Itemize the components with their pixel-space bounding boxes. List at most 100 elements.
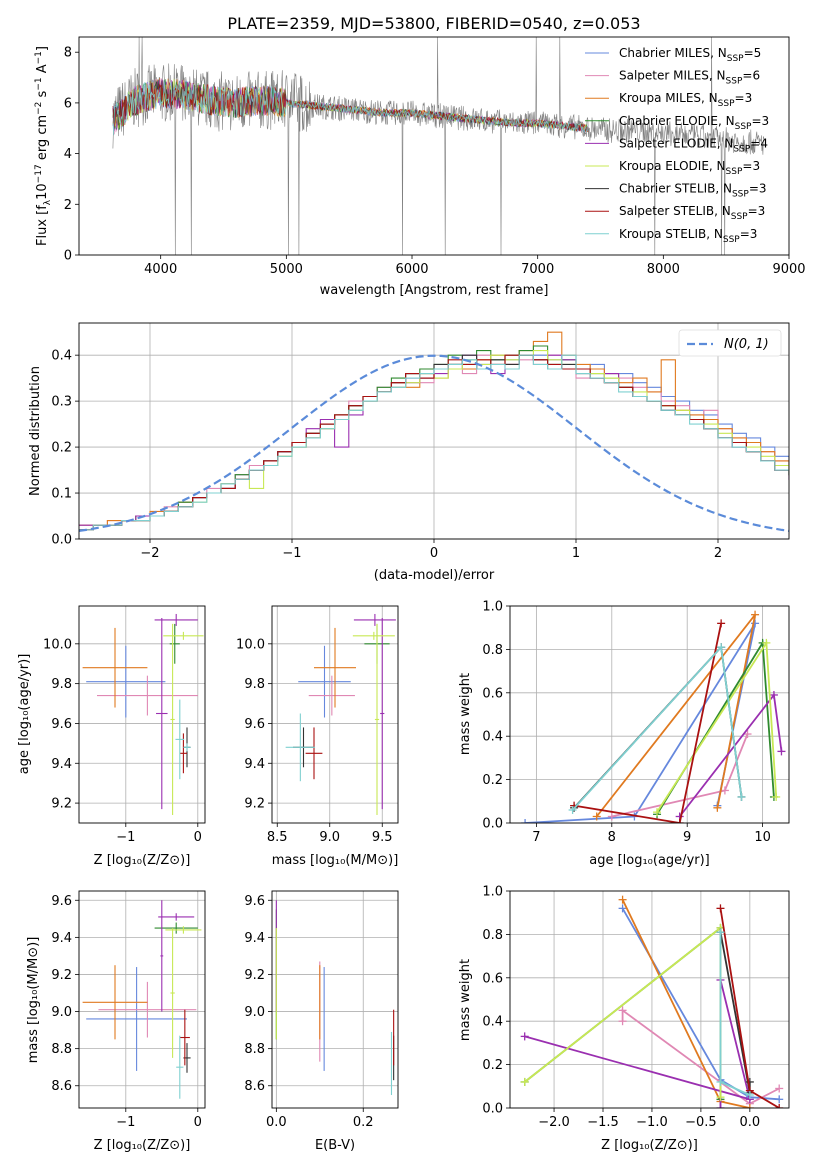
y-tick-label: 9.8 [51, 677, 72, 692]
y-axis-label: mass weight [458, 959, 473, 1041]
y-tick-label: 9.2 [244, 797, 265, 812]
axes: −1 0 8.6 8.8 9.0 9.2 9.4 9.6 Z [log₁₀(Z/Z⊙)] mass… [26, 890, 206, 1153]
axes-frame [78, 36, 790, 256]
x-axis-label: E(B-V) [315, 1138, 355, 1153]
label-part: −1 [34, 77, 44, 90]
x-tick-label: 7 [532, 830, 540, 845]
plot-area [79, 331, 789, 532]
x-tick-label: −0.5 [685, 1115, 717, 1130]
x-tick-label: 9.0 [319, 830, 340, 845]
x-axis-label: Z [log₁₀(Z/Z⊙)] [601, 1138, 698, 1153]
y-tick-label: 0.4 [51, 349, 72, 364]
x-tick-label: 8 [608, 830, 616, 845]
y-tick-label: 0.3 [51, 395, 72, 410]
x-tick-label: 7000 [521, 262, 554, 277]
figure-title: PLATE=2359, MJD=53800, FIBERID=0540, z=0… [227, 14, 640, 33]
label-part: SSP [727, 54, 744, 64]
label-part: Chabrier ELODIE, N [619, 114, 735, 128]
model-spectrum [112, 80, 589, 136]
y-tick-label: 2 [64, 198, 72, 213]
axes-frame [78, 605, 206, 824]
histogram-step [79, 354, 789, 531]
y-tick-label: 0.2 [51, 441, 72, 456]
label-part: Salpeter MILES, N [619, 69, 726, 83]
x-tick-label: 6000 [395, 262, 428, 277]
x-tick-label: 9.5 [372, 830, 393, 845]
x-tick-label: −1.5 [587, 1115, 619, 1130]
model-spectrum [112, 82, 589, 132]
y-tick-label: 0.6 [482, 686, 503, 701]
legend-box [678, 329, 782, 357]
label-part: =3 [748, 204, 766, 218]
plot-area [112, 37, 765, 255]
label-part: =3 [749, 182, 767, 196]
plot-area [82, 900, 202, 1099]
x-tick-label: −1 [116, 830, 135, 845]
x-tick-label: 0.0 [739, 1115, 760, 1130]
y-tick-label: 0.0 [482, 817, 503, 832]
series-line [573, 623, 722, 823]
y-tick-label: 10.0 [43, 637, 72, 652]
legend-label: Salpeter STELIB, NSSP=3 [619, 204, 765, 222]
observed-spectrum [112, 37, 765, 255]
axes-frame [78, 890, 206, 1109]
axes: −2 −1 0 1 2 0.0 0.1 0.2 0.3 0.4 (data-model)/error… [28, 322, 790, 583]
label-part: λ [43, 199, 53, 205]
axes: −1 0 9.2 9.4 9.6 9.8 10.0 Z [log₁₀(Z/Z⊙)] age [l… [17, 605, 206, 868]
axes-frame [271, 890, 399, 1109]
y-axis-label: Normed distribution [28, 366, 43, 496]
legend-label: Chabrier ELODIE, NSSP=3 [619, 114, 769, 132]
y-tick-label: 0.2 [482, 1058, 503, 1073]
x-axis-label: Z [log₁₀(Z/Z⊙)] [94, 1138, 191, 1153]
x-tick-label: −1 [282, 546, 301, 561]
axes: −2.0 −1.5 −1.0 −0.5 0.0 0.0 0.2 0.4 0.6 0.8 1.0 Z [… [458, 885, 790, 1153]
label-part: =3 [742, 159, 760, 173]
y-tick-label: 6 [64, 96, 72, 111]
x-axis-label: wavelength [Angstrom, rest frame] [320, 283, 549, 298]
plot-area [275, 900, 395, 1096]
legend-label: Kroupa ELODIE, NSSP=3 [619, 159, 760, 177]
y-tick-label: 0.6 [482, 971, 503, 986]
label-part: Flux [f [35, 205, 50, 246]
label-part: Chabrier MILES, N [619, 46, 727, 60]
legend-label: N(0, 1) [724, 337, 769, 352]
y-tick-label: 8.6 [244, 1079, 265, 1094]
y-tick-label: 9.8 [244, 677, 265, 692]
legend-label: Chabrier STELIB, NSSP=3 [619, 182, 767, 200]
axes-frame [78, 322, 790, 540]
y-tick-label: 9.4 [244, 757, 265, 772]
label-part: s [35, 90, 50, 101]
x-tick-label: 0 [430, 546, 438, 561]
x-tick-label: 0 [194, 1115, 202, 1130]
label-part: A [35, 64, 50, 77]
plot-area [520, 895, 784, 1108]
x-tick-label: −1.0 [636, 1115, 668, 1130]
label-part: SSP [718, 99, 735, 109]
x-tick-label: 1 [572, 546, 580, 561]
y-tick-label: 9.2 [244, 968, 265, 983]
x-tick-label: 0.2 [353, 1115, 374, 1130]
model-spectrum [112, 78, 589, 132]
y-tick-label: 8.8 [51, 1042, 72, 1057]
label-part: SSP [726, 77, 743, 87]
x-tick-label: 4000 [144, 262, 177, 277]
x-tick-label: −2.0 [538, 1115, 570, 1130]
legend-label: Kroupa MILES, NSSP=3 [619, 91, 752, 109]
x-tick-label: −2 [140, 546, 159, 561]
y-tick-label: 8.8 [244, 1042, 265, 1057]
panels: 4000 5000 6000 7000 8000 900002468wavelength … [17, 36, 806, 1153]
axes: 7 8 9 10 0.0 0.2 0.4 0.6 0.8 1.0 age [log₁₀(age/yr… [458, 600, 790, 868]
y-tick-label: 1.0 [482, 600, 503, 615]
y-axis-label: age [log₁₀(age/yr)] [17, 654, 32, 775]
label-part: =3 [740, 227, 758, 241]
axes-frame [509, 605, 790, 824]
y-tick-label: 9.2 [51, 968, 72, 983]
label-part: Kroupa ELODIE, N [619, 159, 726, 173]
y-tick-label: 1.0 [482, 885, 503, 900]
normal-curve [79, 354, 789, 532]
y-tick-label: 9.6 [244, 717, 265, 732]
label-part: =3 [735, 91, 753, 105]
series-line [621, 1008, 780, 1105]
y-tick-label: 10.0 [236, 637, 265, 652]
